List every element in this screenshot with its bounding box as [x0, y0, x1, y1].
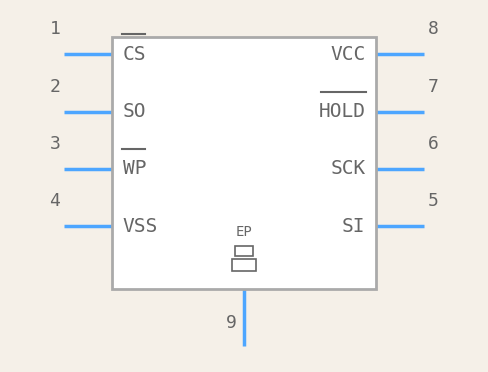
Text: 1: 1	[49, 20, 60, 38]
Bar	[112, 37, 376, 289]
Text: CS: CS	[122, 45, 146, 64]
Text: SI: SI	[342, 217, 366, 235]
Text: SO: SO	[122, 102, 146, 121]
Text: WP: WP	[122, 159, 146, 178]
Text: EP: EP	[236, 225, 252, 239]
Text: 4: 4	[49, 192, 60, 210]
Text: 5: 5	[428, 192, 439, 210]
Text: VCC: VCC	[330, 45, 366, 64]
Text: 6: 6	[428, 135, 439, 153]
Text: 2: 2	[49, 77, 60, 96]
Text: HOLD: HOLD	[318, 102, 366, 121]
Text: 8: 8	[428, 20, 439, 38]
Bar	[232, 259, 256, 271]
Text: 3: 3	[49, 135, 60, 153]
Text: 7: 7	[428, 77, 439, 96]
Text: SCK: SCK	[330, 159, 366, 178]
Bar	[235, 246, 253, 256]
Text: 9: 9	[226, 314, 237, 333]
Text: VSS: VSS	[122, 217, 158, 235]
